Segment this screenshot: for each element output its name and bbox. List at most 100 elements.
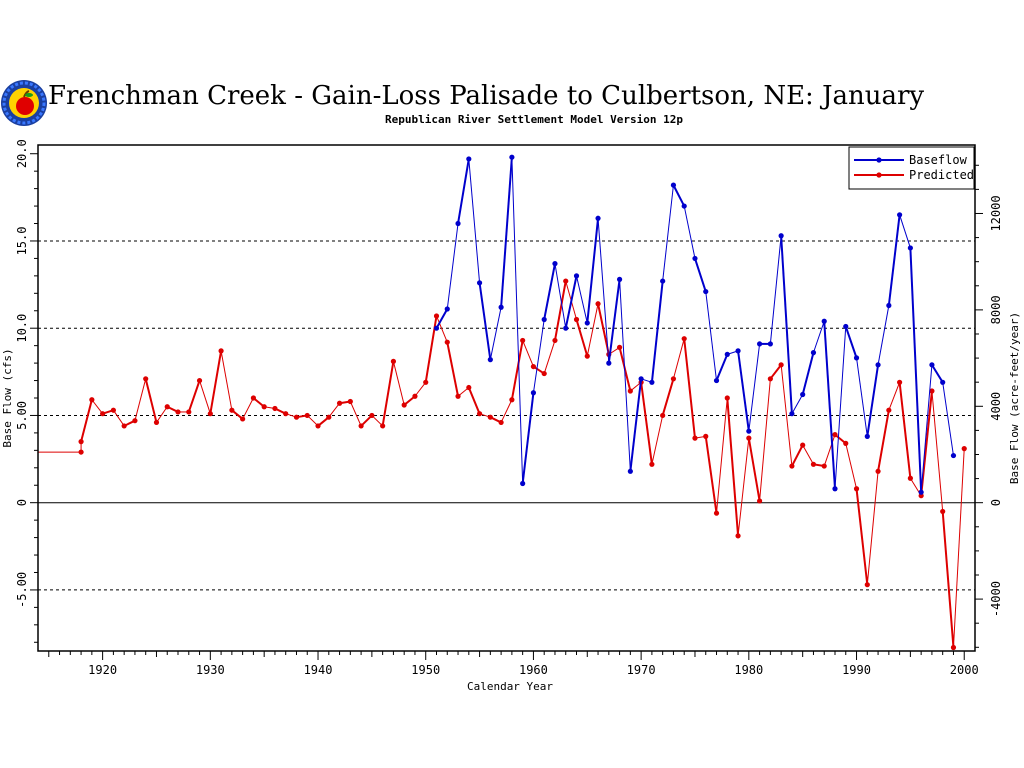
predicted-point [778, 362, 784, 368]
predicted-point [423, 379, 429, 385]
x-tick-label: 1980 [734, 663, 763, 677]
predicted-segment [791, 444, 804, 467]
predicted-point [476, 411, 483, 417]
baseflow-point [875, 362, 881, 368]
baseflow-point [498, 304, 504, 310]
grid-lines [38, 240, 975, 591]
baseflow-segment [489, 307, 502, 360]
predicted-point [229, 407, 235, 413]
predicted-point [530, 363, 537, 370]
baseflow-segment [478, 282, 492, 360]
predicted-point [412, 393, 418, 399]
predicted-point [713, 510, 720, 516]
predicted-segment [888, 382, 901, 411]
predicted-point [756, 498, 763, 504]
predicted-point [767, 376, 773, 382]
x-tick-label: 1950 [411, 663, 440, 677]
predicted-point [444, 339, 450, 345]
predicted-segment [199, 380, 211, 414]
predicted-segment [802, 444, 814, 465]
predicted-point [110, 407, 116, 413]
baseflow-point [660, 278, 666, 284]
predicted-point [175, 409, 181, 415]
predicted-point [100, 411, 106, 417]
predicted-point [649, 461, 655, 467]
y-tick-label: 20.0 [15, 139, 29, 168]
baseflow-point [767, 341, 773, 347]
predicted-point [627, 388, 633, 394]
baseflow-point [573, 273, 580, 279]
baseflow-segment [801, 352, 815, 395]
baseflow-point [821, 318, 827, 324]
baseflow-segment [844, 326, 858, 359]
baseflow-point [627, 468, 633, 474]
predicted-segment [522, 340, 534, 367]
predicted-segment [467, 387, 481, 415]
predicted-point [369, 412, 375, 419]
predicted-point [821, 463, 827, 469]
predicted-point [950, 644, 957, 651]
baseflow-segment [607, 279, 621, 364]
baseflow-segment [694, 258, 707, 292]
predicted-segment [769, 364, 782, 380]
predicted-point [724, 395, 730, 401]
legend-marker-predicted [876, 172, 882, 178]
baseflow-point [746, 428, 752, 434]
baseflow-segment [511, 157, 524, 484]
predicted-segment [209, 350, 223, 414]
y2-tick-label: 0 [989, 499, 1003, 506]
predicted-segment [328, 402, 340, 418]
predicted-segment [553, 280, 567, 341]
predicted-segment [845, 443, 858, 489]
baseflow-segment [435, 308, 449, 329]
baseflow-point [907, 245, 913, 251]
baseflow-point [800, 391, 806, 398]
y-tick-label: -5.00 [15, 572, 29, 608]
series-layer [38, 154, 967, 651]
predicted-point [487, 414, 493, 420]
baseflow-point [487, 357, 493, 363]
baseflow-point [692, 255, 698, 262]
predicted-segment [586, 303, 599, 357]
y-tick-label: 15.0 [15, 227, 29, 256]
baseflow-point [681, 203, 687, 209]
legend-marker-baseflow [876, 157, 882, 163]
predicted-point [455, 393, 461, 399]
baseflow-point [476, 280, 483, 286]
predicted-point [670, 376, 677, 382]
baseflow-segment [564, 275, 578, 329]
baseflow-point [950, 452, 957, 459]
predicted-point [121, 423, 127, 429]
predicted-point [164, 404, 170, 410]
predicted-segment [866, 471, 879, 585]
baseflow-segment [576, 275, 588, 324]
predicted-point [261, 404, 267, 410]
predicted-segment [726, 397, 740, 536]
predicted-point [304, 412, 310, 419]
baseflow-point [552, 261, 558, 267]
predicted-segment [156, 406, 168, 423]
predicted-point [552, 337, 558, 344]
predicted-segment [349, 401, 362, 427]
baseflow-point [606, 360, 612, 366]
predicted-segment [941, 511, 955, 648]
predicted-point [563, 278, 569, 284]
baseflow-segment [586, 218, 600, 324]
predicted-segment [737, 438, 750, 536]
predicted-segment [952, 448, 965, 648]
predicted-point [735, 533, 741, 539]
baseflow-segment [737, 350, 750, 432]
baseflow-segment [597, 218, 610, 364]
apple-logo-icon [1, 80, 47, 126]
predicted-segment [134, 378, 147, 421]
predicted-segment [855, 488, 869, 585]
baseflow-point [756, 341, 763, 347]
predicted-point [315, 423, 321, 429]
baseflow-point [541, 316, 547, 323]
predicted-segment [424, 315, 438, 383]
predicted-point [293, 414, 300, 420]
predicted-point [153, 419, 160, 426]
predicted-point [326, 414, 332, 420]
predicted-segment [80, 399, 93, 442]
x-axis: 1920 1930 1940 1950 1960 1970 1980 1990 2000 [48, 651, 979, 677]
